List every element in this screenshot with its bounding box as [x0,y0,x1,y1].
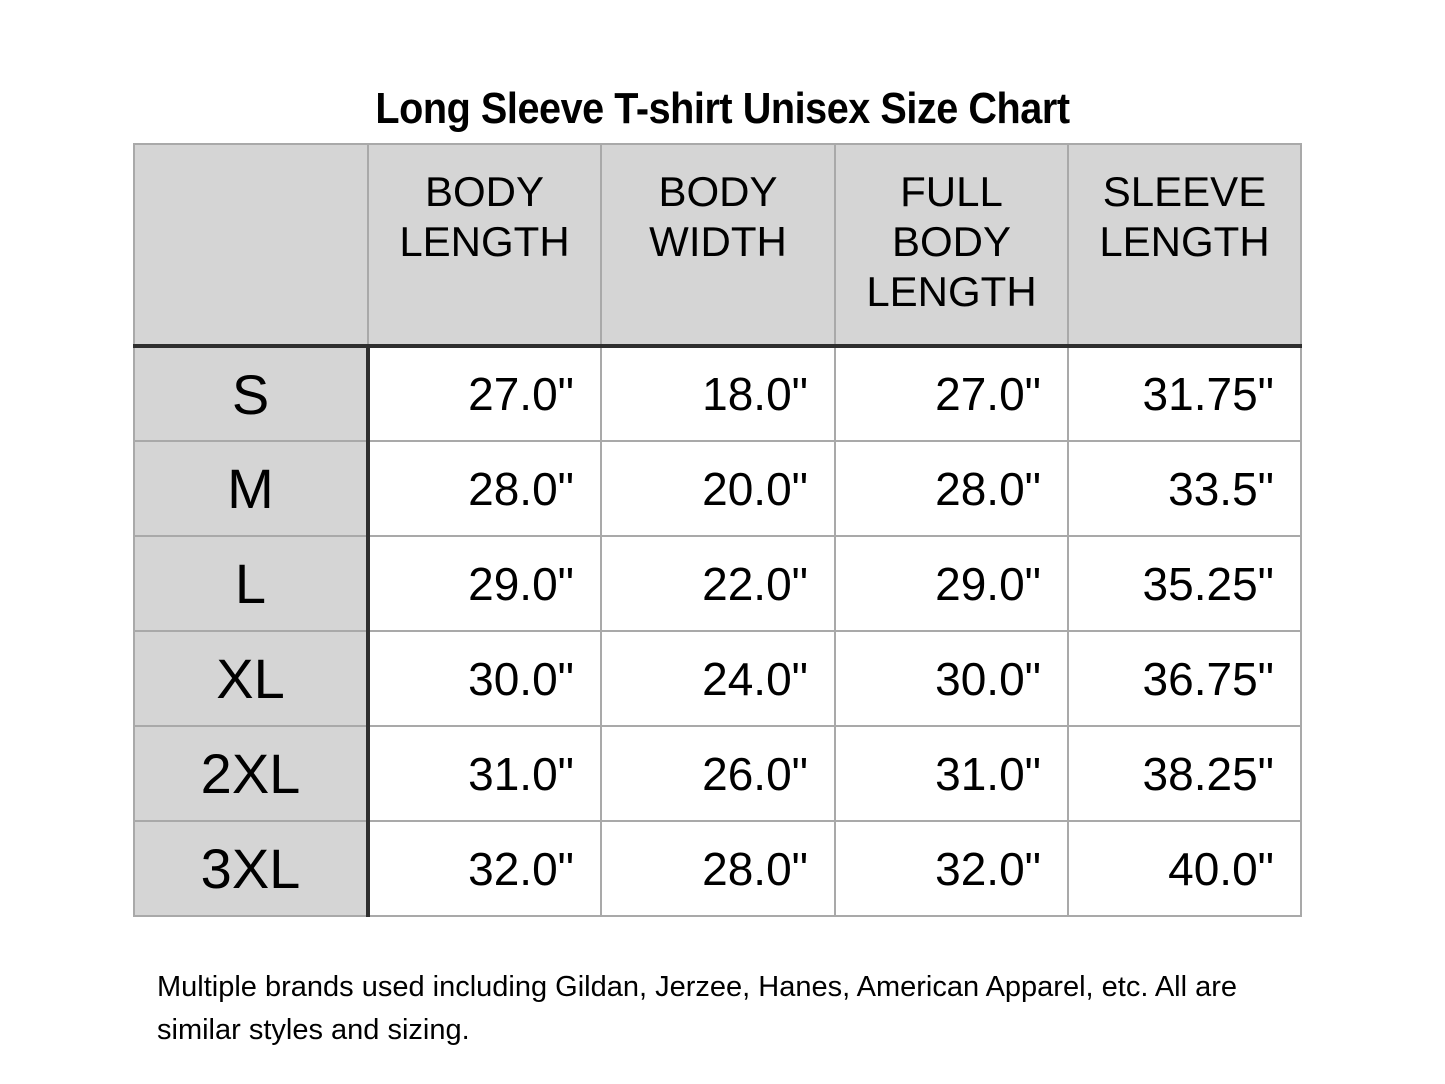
size-label: XL [133,630,370,727]
footer-note: Multiple brands used including Gildan, J… [157,966,1237,1052]
table-header: BODY LENGTH BODY WIDTH FULL BODY LENGTH SLE… [133,143,1302,348]
column-header: FULL BODY LENGTH [834,143,1069,348]
table-row: S 27.0" 18.0" 27.0" 31.75" [133,345,1302,442]
measurement-cell: 31.75" [1067,345,1302,442]
header-row: BODY LENGTH BODY WIDTH FULL BODY LENGTH SLE… [133,143,1302,348]
measurement-cell: 24.0" [600,630,836,727]
measurement-cell: 33.5" [1067,440,1302,537]
corner-cell [133,143,369,348]
measurement-cell: 22.0" [600,535,836,632]
footer-line: similar styles and sizing. [157,1014,470,1046]
measurement-cell: 27.0" [834,345,1069,442]
measurement-cell: 27.0" [367,345,602,442]
measurement-cell: 38.25" [1067,725,1302,822]
measurement-cell: 36.75" [1067,630,1302,727]
measurement-cell: 31.0" [367,725,602,822]
size-label: L [133,535,370,632]
size-chart-table: BODY LENGTH BODY WIDTH FULL BODY LENGTH SLE… [133,143,1302,917]
measurement-cell: 28.0" [367,440,602,537]
size-label: S [133,345,370,442]
size-label: 3XL [133,820,370,917]
measurement-cell: 29.0" [834,535,1069,632]
page-title: Long Sleeve T-shirt Unisex Size Chart [375,84,1070,133]
measurement-cell: 31.0" [834,725,1069,822]
table-body: S 27.0" 18.0" 27.0" 31.75" M 28.0" 20.0" 28.0" 33… [133,345,1302,917]
measurement-cell: 26.0" [600,725,836,822]
measurement-cell: 32.0" [834,820,1069,917]
measurement-cell: 29.0" [367,535,602,632]
measurement-cell: 28.0" [834,440,1069,537]
column-header: SLEEVE LENGTH [1067,143,1302,348]
size-label: 2XL [133,725,370,822]
table-row: 3XL 32.0" 28.0" 32.0" 40.0" [133,820,1302,917]
column-header: BODY LENGTH [367,143,602,348]
table-row: 2XL 31.0" 26.0" 31.0" 38.25" [133,725,1302,822]
measurement-cell: 28.0" [600,820,836,917]
table-row: L 29.0" 22.0" 29.0" 35.25" [133,535,1302,632]
measurement-cell: 30.0" [367,630,602,727]
table-row: M 28.0" 20.0" 28.0" 33.5" [133,440,1302,537]
measurement-cell: 30.0" [834,630,1069,727]
measurement-cell: 18.0" [600,345,836,442]
measurement-cell: 20.0" [600,440,836,537]
table-row: XL 30.0" 24.0" 30.0" 36.75" [133,630,1302,727]
footer-line: Multiple brands used including Gildan, J… [157,971,1238,1003]
measurement-cell: 32.0" [367,820,602,917]
measurement-cell: 40.0" [1067,820,1302,917]
measurement-cell: 35.25" [1067,535,1302,632]
size-label: M [133,440,370,537]
column-header: BODY WIDTH [600,143,836,348]
